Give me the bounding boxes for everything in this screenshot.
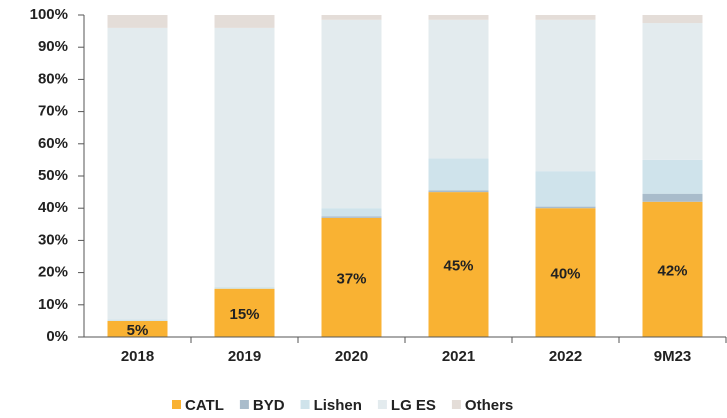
legend-label: Others <box>465 397 513 414</box>
y-tick-label: 30% <box>38 231 68 248</box>
y-tick-label: 70% <box>38 103 68 120</box>
x-tick-label: 2020 <box>335 348 368 365</box>
legend-swatch <box>239 400 249 409</box>
bar-segment <box>214 287 275 289</box>
bar-segment <box>214 288 275 337</box>
bar-segment <box>642 193 703 202</box>
value-label: 5% <box>127 322 149 339</box>
legend-swatch <box>172 400 181 409</box>
bar-segment <box>107 320 168 337</box>
y-tick-label: 0% <box>46 328 68 345</box>
y-tick-label: 20% <box>38 264 68 281</box>
y-tick-label: 100% <box>30 6 68 23</box>
legend-swatch <box>451 400 461 409</box>
bar-segment <box>107 319 168 321</box>
legend-label: Lishen <box>314 397 362 414</box>
value-label: 42% <box>657 262 687 279</box>
legend-label: CATL <box>185 397 224 414</box>
x-tick-label: 2021 <box>442 348 475 365</box>
y-tick-label: 10% <box>38 296 68 313</box>
bar-segment <box>535 19 596 172</box>
bar-segment <box>535 171 596 207</box>
bar-segment <box>428 19 489 159</box>
value-label: 45% <box>443 258 473 275</box>
bar-segment <box>642 15 703 24</box>
x-tick-label: 2022 <box>549 348 582 365</box>
bar-segment <box>428 190 489 193</box>
y-tick-label: 40% <box>38 199 68 216</box>
bar-segment <box>321 216 382 218</box>
x-tick-label: 2019 <box>228 348 261 365</box>
bar-segment <box>428 15 489 20</box>
legend-label: LG ES <box>391 397 436 414</box>
value-label: 15% <box>229 306 259 323</box>
value-label: 40% <box>550 266 580 283</box>
bar-segment <box>321 208 382 217</box>
x-tick-label: 9M23 <box>654 348 692 365</box>
bar-segment <box>428 158 489 191</box>
x-tick-label: 2018 <box>121 348 154 365</box>
bar-segment <box>107 27 168 320</box>
bar-segment <box>321 217 382 337</box>
legend-label: BYD <box>253 397 285 414</box>
bar-segment <box>321 19 382 209</box>
value-label: 37% <box>336 270 366 287</box>
bar-segment <box>535 208 596 337</box>
bar-segment <box>214 27 275 288</box>
bar-segment <box>535 15 596 20</box>
bar-segment <box>642 23 703 160</box>
legend-swatch <box>377 400 387 409</box>
bar-segment <box>642 201 703 337</box>
y-tick-label: 60% <box>38 135 68 152</box>
bar-segment <box>214 15 275 28</box>
y-tick-label: 80% <box>38 70 68 87</box>
y-tick-label: 90% <box>38 38 68 55</box>
y-tick-label: 50% <box>38 167 68 184</box>
bar-segment <box>428 192 489 337</box>
bar-segment <box>321 15 382 20</box>
bar-segment <box>107 15 168 28</box>
bar-segment <box>535 206 596 209</box>
bar-segment <box>642 159 703 194</box>
legend-swatch <box>300 400 310 409</box>
